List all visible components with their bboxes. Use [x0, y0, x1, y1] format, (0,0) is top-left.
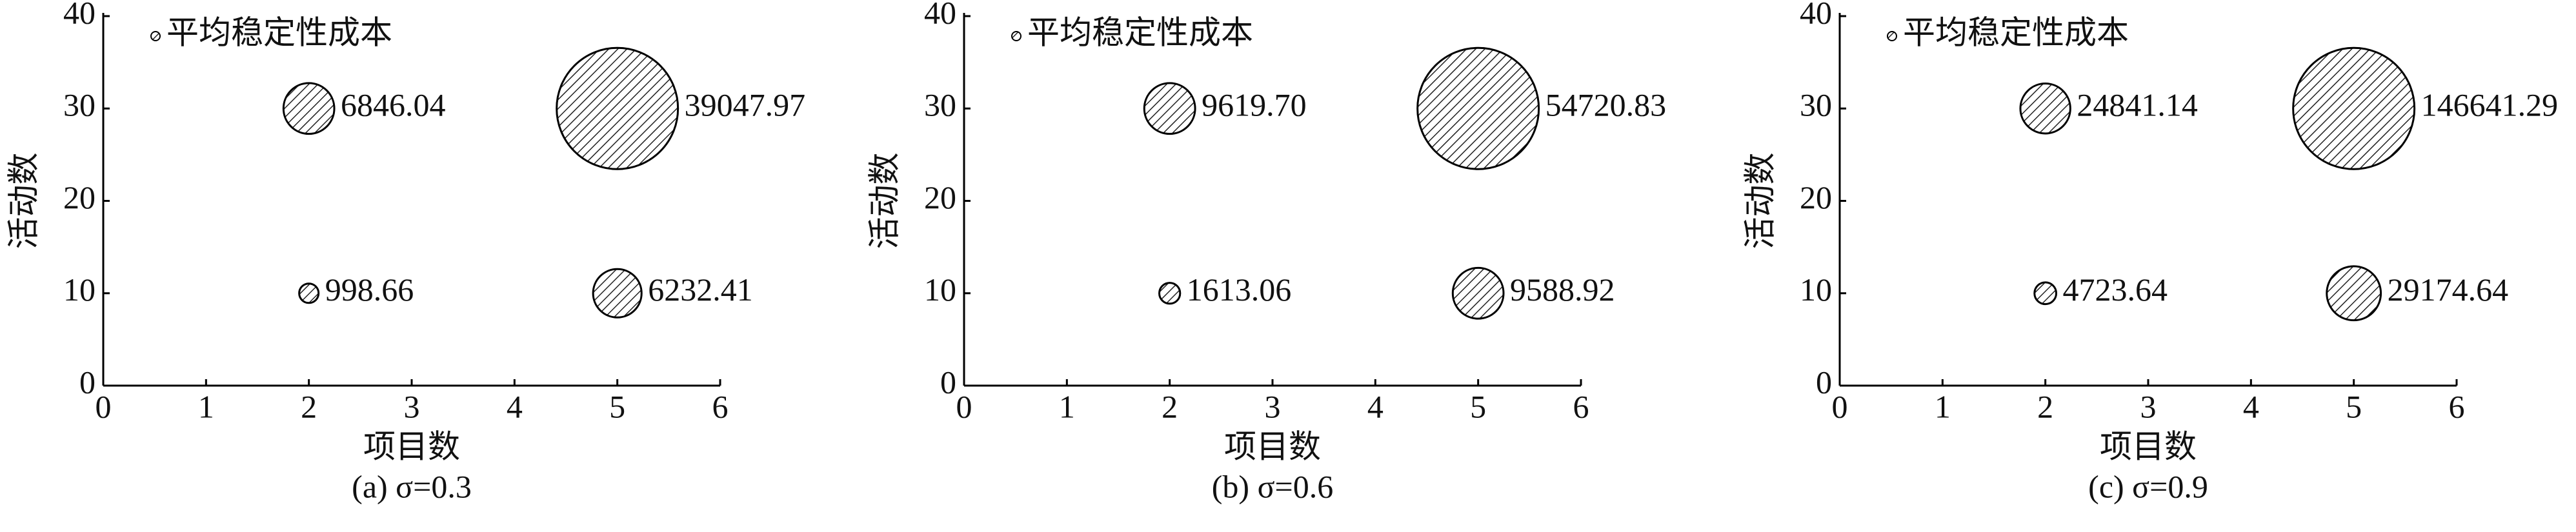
x-tick-label: 2 — [2037, 388, 2053, 424]
legend-marker — [1887, 31, 1897, 41]
x-tick-label: 6 — [1573, 388, 1589, 424]
x-tick-label: 3 — [1265, 388, 1281, 424]
x-tick-label: 0 — [96, 388, 112, 424]
legend-label: 平均稳定性成本 — [166, 14, 392, 50]
bubble — [556, 46, 679, 170]
data-label: 1613.06 — [1187, 271, 1292, 308]
bubble — [1416, 46, 1540, 170]
data-label: 4723.64 — [2063, 271, 2168, 308]
bubble — [1451, 266, 1505, 320]
data-label: 6232.41 — [648, 271, 753, 308]
x-tick-label: 2 — [1162, 388, 1178, 424]
y-axis-label: 活动数 — [866, 153, 902, 250]
x-tick-label: 0 — [1832, 388, 1848, 424]
y-tick-label: 30 — [1800, 87, 1832, 123]
y-tick-label: 10 — [1800, 271, 1832, 308]
x-axis-label: 项目数 — [363, 428, 460, 464]
caption: (a) σ=0.3 — [352, 468, 472, 504]
y-tick-label: 30 — [63, 87, 96, 123]
x-tick-label: 3 — [2140, 388, 2157, 424]
x-tick-label: 4 — [2243, 388, 2259, 424]
x-tick-label: 1 — [1935, 388, 1951, 424]
data-label: 54720.83 — [1545, 87, 1667, 123]
x-tick-label: 0 — [956, 388, 972, 424]
y-tick-label: 40 — [1800, 0, 1832, 30]
x-tick-label: 5 — [1470, 388, 1486, 424]
y-tick-label: 10 — [924, 271, 956, 308]
data-label: 9619.70 — [1202, 87, 1307, 123]
data-label: 998.66 — [325, 271, 414, 308]
y-tick-label: 0 — [79, 364, 96, 400]
data-label: 24841.14 — [2077, 87, 2198, 123]
bubble — [1143, 82, 1196, 135]
data-label: 146641.29 — [2421, 87, 2559, 123]
bubble — [298, 282, 320, 304]
y-tick-label: 0 — [940, 364, 956, 400]
bubble — [2019, 83, 2071, 135]
x-tick-label: 1 — [198, 388, 214, 424]
legend-marker — [1011, 31, 1021, 41]
x-tick-label: 2 — [301, 388, 317, 424]
y-tick-label: 20 — [924, 179, 956, 215]
data-label: 29174.64 — [2388, 271, 2509, 308]
y-tick-label: 30 — [924, 87, 956, 123]
x-axis-label: 项目数 — [1224, 428, 1321, 464]
bubble — [592, 268, 643, 319]
bubble — [2033, 281, 2058, 306]
x-tick-label: 1 — [1059, 388, 1075, 424]
y-tick-label: 40 — [63, 0, 96, 30]
legend-label: 平均稳定性成本 — [1903, 14, 2129, 50]
bubble — [282, 82, 336, 135]
data-label: 6846.04 — [341, 87, 446, 123]
bubble — [1158, 282, 1182, 305]
bubble — [2292, 46, 2416, 170]
y-axis-label: 活动数 — [5, 153, 41, 250]
y-tick-label: 10 — [63, 271, 96, 308]
x-tick-label: 4 — [507, 388, 523, 424]
caption: (c) σ=0.9 — [2088, 468, 2208, 504]
legend-label: 平均稳定性成本 — [1027, 14, 1253, 50]
x-tick-label: 6 — [712, 388, 729, 424]
y-tick-label: 20 — [63, 179, 96, 215]
y-axis-label: 活动数 — [1742, 153, 1778, 250]
data-label: 9588.92 — [1510, 271, 1615, 308]
legend-marker — [150, 31, 161, 41]
y-tick-label: 20 — [1800, 179, 1832, 215]
y-tick-label: 40 — [924, 0, 956, 30]
x-tick-label: 3 — [404, 388, 420, 424]
x-axis-label: 项目数 — [2100, 428, 2197, 464]
data-label: 39047.97 — [685, 87, 806, 123]
x-tick-label: 5 — [2346, 388, 2362, 424]
x-tick-label: 4 — [1367, 388, 1384, 424]
caption: (b) σ=0.6 — [1212, 468, 1333, 504]
y-tick-label: 0 — [1816, 364, 1832, 400]
bubble — [2326, 265, 2382, 322]
x-tick-label: 5 — [609, 388, 625, 424]
x-tick-label: 6 — [2449, 388, 2465, 424]
